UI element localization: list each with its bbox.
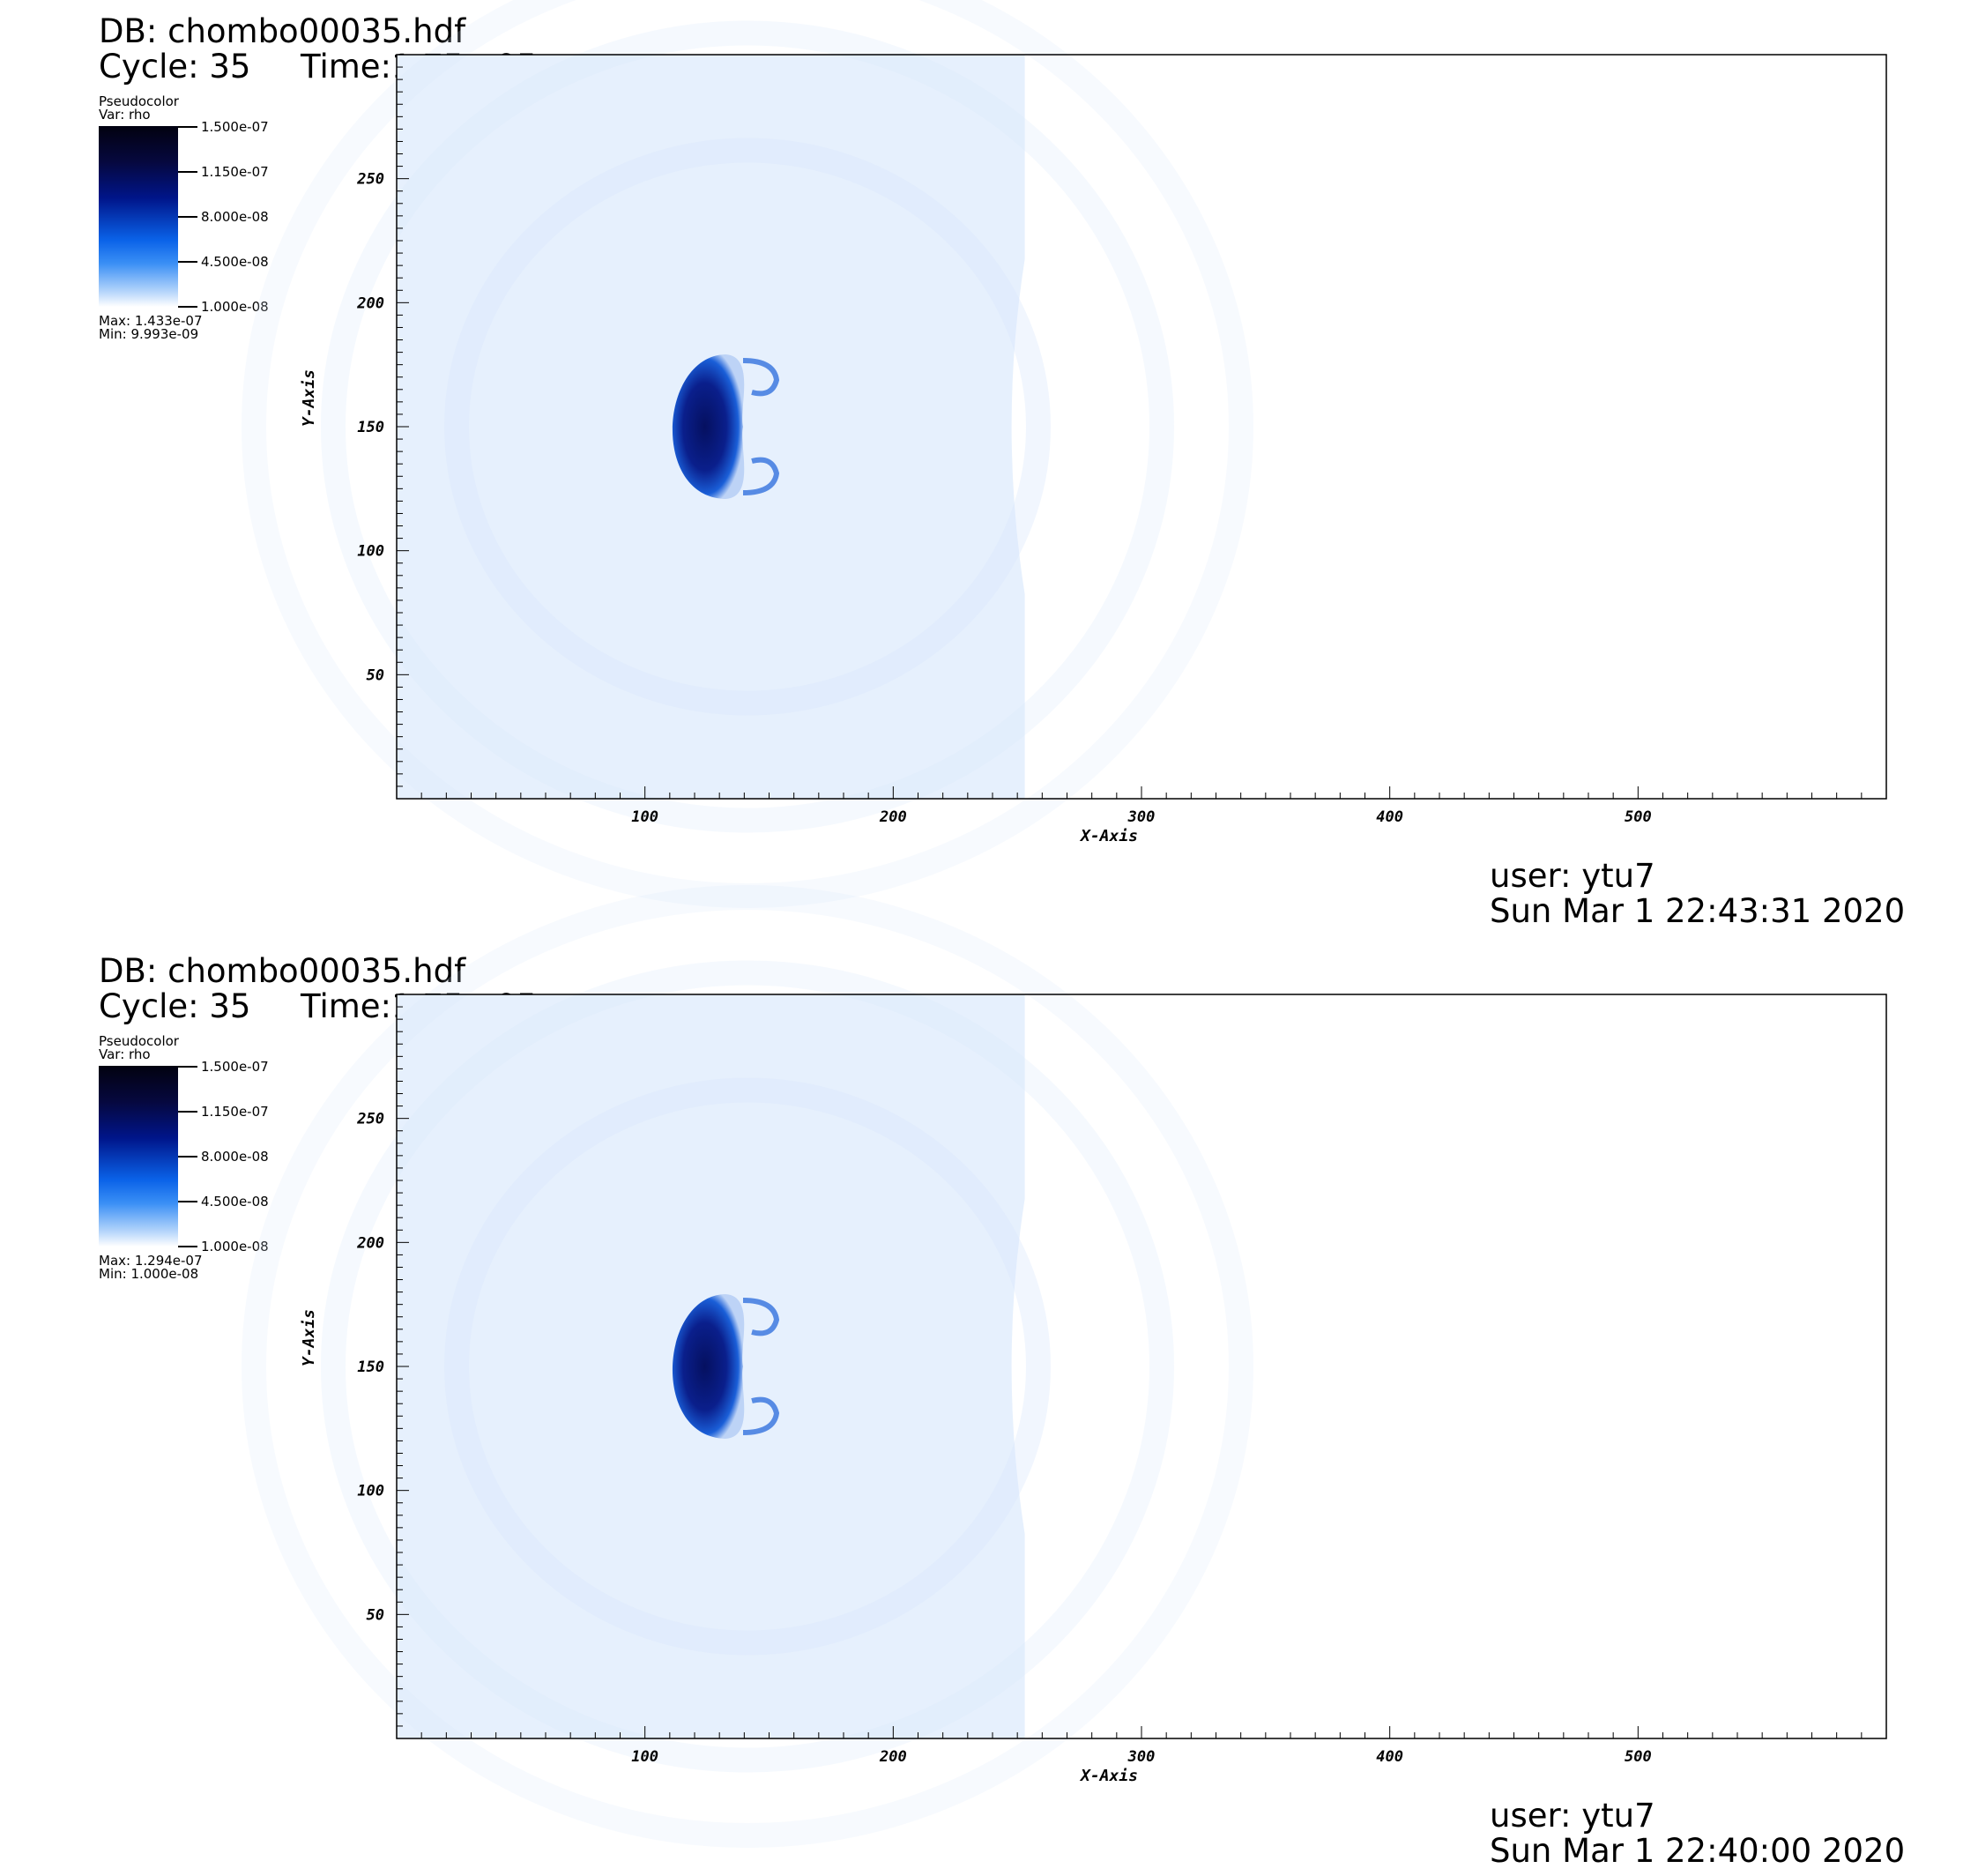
- user-label: user: ytu7: [1490, 857, 1655, 895]
- y-tick-label: 150: [357, 1359, 384, 1376]
- cloud-vortex-lower: [742, 457, 780, 495]
- legend-tick: [178, 306, 197, 308]
- legend-tick-label: 1.000e-08: [201, 1239, 269, 1254]
- legend-tick: [178, 126, 197, 128]
- legend-tick-label: 1.150e-07: [201, 164, 269, 180]
- heatmap-plot: 100 200 300 400 500 50 100 150 200 250: [242, 0, 1887, 908]
- legend-min: Min: 9.993e-09: [99, 326, 199, 342]
- density-ring: [242, 0, 1253, 908]
- y-tick-label: 250: [356, 171, 384, 189]
- date-label: Sun Mar 1 22:43:31 2020: [1490, 892, 1906, 930]
- visit-window-bottom: DB: chombo00035.hdf Cycle: 35 Time:1.75e…: [0, 885, 1978, 1876]
- legend-tick: [178, 1066, 197, 1068]
- y-tick-label: 150: [357, 419, 384, 436]
- legend-tick-label: 8.000e-08: [201, 1149, 269, 1165]
- legend-colorbar: [99, 126, 178, 307]
- y-axis-title: Y-Axis: [300, 1308, 318, 1366]
- legend-plot-type: Pseudocolor: [99, 93, 179, 109]
- cloud-vortex-upper: [742, 358, 780, 397]
- plot-area: 100 200 300 400 500 50 100 150 200 250: [242, 885, 1887, 1848]
- y-tick-label: 250: [356, 1111, 384, 1128]
- density-ring: [242, 885, 1253, 1848]
- visit-window-top: DB: chombo00035.hdf Cycle: 35 Time:1.75e…: [0, 0, 1978, 936]
- legend-tick: [178, 1201, 197, 1202]
- y-tick-label: 200: [356, 1234, 384, 1252]
- legend-min: Min: 1.000e-08: [99, 1266, 199, 1282]
- y-tick-label: 100: [357, 543, 384, 561]
- cloud-vortex-upper: [742, 1298, 780, 1336]
- legend-max: Max: 1.294e-07: [99, 1253, 203, 1269]
- plot-area: 100 200 300 400 500 50 100 150 200 250: [242, 0, 1887, 908]
- density-ring: [444, 1077, 1051, 1656]
- x-axis-title: X-Axis: [1081, 827, 1139, 845]
- user-label: user: ytu7: [1490, 1797, 1655, 1835]
- legend-tick-label: 1.500e-07: [201, 119, 269, 135]
- y-tick-label: 100: [357, 1483, 384, 1500]
- legend-tick-label: 1.150e-07: [201, 1104, 269, 1120]
- x-tick-label: 100: [631, 1748, 658, 1766]
- legend-tick-label: 1.000e-08: [201, 299, 269, 315]
- x-tick-label: 200: [879, 808, 907, 826]
- y-tick-label: 50: [367, 1606, 384, 1624]
- x-tick-label: 400: [1376, 1748, 1403, 1766]
- x-tick-label: 300: [1127, 1748, 1156, 1766]
- density-ring: [321, 960, 1174, 1773]
- dense-cloud: [672, 354, 745, 499]
- legend-tick-label: 4.500e-08: [201, 1194, 269, 1210]
- legend-tick: [178, 171, 197, 173]
- x-tick-label: 500: [1625, 808, 1652, 826]
- y-tick-label: 50: [367, 666, 384, 684]
- legend-colorbar: [99, 1066, 178, 1247]
- legend-tick: [178, 1111, 197, 1113]
- x-tick-label: 500: [1625, 1748, 1652, 1766]
- legend-tick-label: 8.000e-08: [201, 209, 269, 225]
- heatmap-plot: 100 200 300 400 500 50 100 150 200 250: [242, 885, 1887, 1848]
- legend-variable: Var: rho: [99, 1046, 151, 1062]
- date-label: Sun Mar 1 22:40:00 2020: [1490, 1832, 1906, 1870]
- y-tick-label: 200: [356, 294, 384, 312]
- legend-plot-type: Pseudocolor: [99, 1033, 179, 1049]
- cloud-vortex-lower: [742, 1396, 780, 1435]
- density-ring: [444, 138, 1051, 716]
- y-axis-title: Y-Axis: [300, 368, 318, 427]
- x-tick-label: 200: [879, 1748, 907, 1766]
- cycle-label: Cycle: 35: [99, 48, 251, 86]
- legend-max: Max: 1.433e-07: [99, 313, 203, 329]
- cycle-label: Cycle: 35: [99, 987, 251, 1025]
- legend-variable: Var: rho: [99, 107, 151, 123]
- legend-tick-label: 1.500e-07: [201, 1059, 269, 1075]
- legend-tick: [178, 261, 197, 263]
- legend-tick-label: 4.500e-08: [201, 254, 269, 270]
- x-tick-label: 400: [1376, 808, 1403, 826]
- x-tick-label: 300: [1127, 808, 1156, 826]
- dense-cloud: [672, 1294, 745, 1439]
- x-tick-label: 100: [631, 808, 658, 826]
- database-label: DB: chombo00035.hdf: [99, 952, 466, 990]
- legend-tick: [178, 1246, 197, 1247]
- x-axis-title: X-Axis: [1081, 1767, 1139, 1785]
- legend-tick: [178, 216, 197, 218]
- density-ring: [321, 20, 1174, 833]
- database-label: DB: chombo00035.hdf: [99, 12, 466, 50]
- legend-tick: [178, 1156, 197, 1158]
